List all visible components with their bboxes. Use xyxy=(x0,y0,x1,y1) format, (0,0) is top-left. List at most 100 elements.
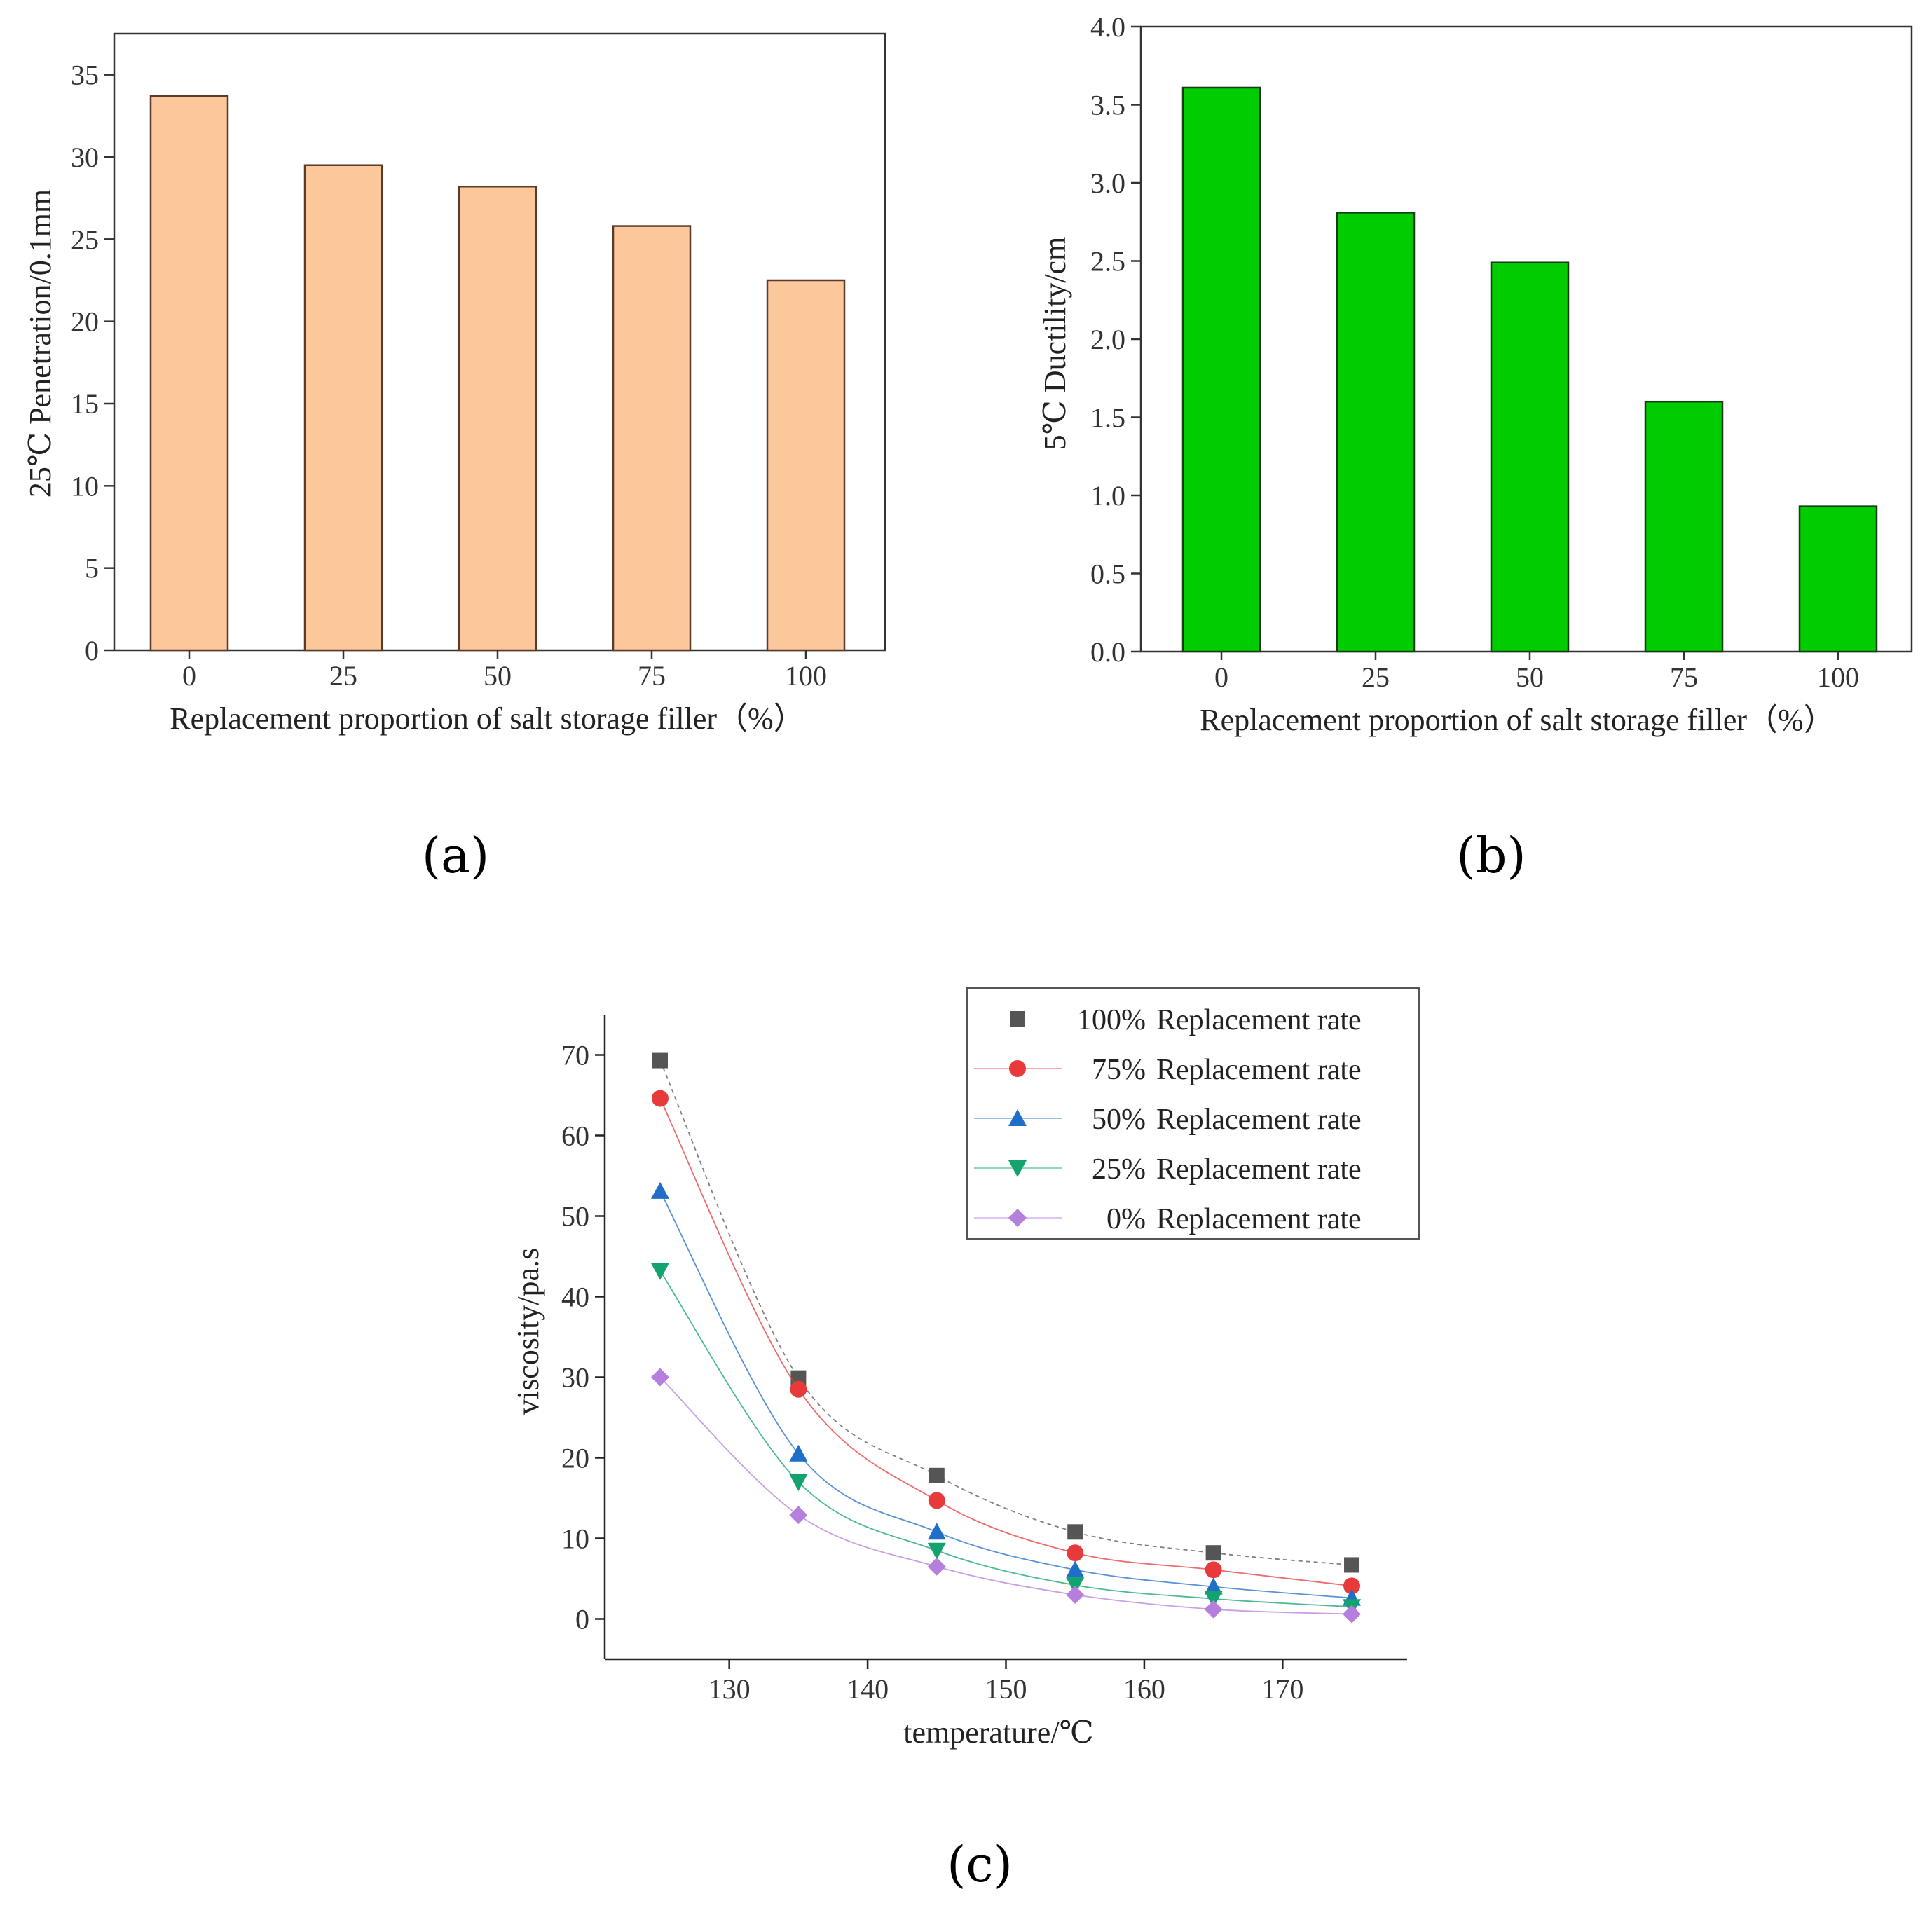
chart-c-y-tick-label: 10 xyxy=(561,1523,589,1555)
chart-c-series-line xyxy=(659,1270,1352,1608)
chart-c-legend-marker xyxy=(1010,1011,1025,1027)
chart-c-point xyxy=(1343,1577,1361,1595)
chart-c-x-tick-label: 170 xyxy=(1261,1673,1303,1705)
chart-b-y-tick-label: 1.5 xyxy=(1090,402,1125,434)
chart-c-legend-pct: 25% xyxy=(1092,1153,1146,1186)
chart-c-point xyxy=(1204,1600,1223,1619)
chart-c-x-tick-label: 130 xyxy=(708,1673,751,1705)
chart-a-y-tick-label: 15 xyxy=(71,388,99,420)
chart-c-legend-item: 25% Replacement rate xyxy=(974,1153,1362,1186)
chart-a-y-tick-label: 20 xyxy=(71,306,99,338)
chart-a-x-tick-label: 50 xyxy=(484,660,512,692)
chart-c-series xyxy=(650,1263,1362,1617)
chart-c-legend-marker xyxy=(1008,1109,1027,1126)
chart-b-bar xyxy=(1798,505,1878,653)
chart-c-legend-item: 75% Replacement rate xyxy=(974,1054,1362,1086)
chart-a-y-tick-label: 5 xyxy=(85,553,99,584)
chart-b-y-tick-label: 3.5 xyxy=(1090,90,1125,121)
chart-c-point xyxy=(1344,1557,1360,1573)
chart-c-y-tick-label: 40 xyxy=(561,1282,589,1313)
chart-c-legend-item: 0% Replacement rate xyxy=(974,1203,1362,1235)
chart-b-x-tick-label: 50 xyxy=(1516,661,1544,693)
chart-c-point xyxy=(650,1368,669,1387)
chart-b-x-tick-label: 0 xyxy=(1214,661,1228,693)
chart-b-x-tick-label: 100 xyxy=(1817,661,1859,693)
chart-c-y-tick-label: 50 xyxy=(561,1201,589,1233)
chart-b-plot-area: 0.0 0.5 1.0 1.5 2.0 2.5 3.0 3.5 4.0 0 25 50 75 100 xyxy=(1090,11,1913,693)
chart-c-x-tick-label: 160 xyxy=(1123,1673,1165,1705)
chart-b-y-tick-label: 0.0 xyxy=(1090,636,1125,668)
chart-c-point xyxy=(652,1052,668,1069)
chart-c-point xyxy=(651,1090,669,1107)
chart-b-y-axis-title: 5℃ Ductility/cm xyxy=(1038,237,1072,451)
chart-c-legend-item: 100% Replacement rate xyxy=(1010,1004,1362,1036)
chart-b-x-axis-title: Replacement proportion of salt storage f… xyxy=(1200,703,1834,737)
chart-a-y-tick-label: 25 xyxy=(71,224,99,255)
chart-c-point xyxy=(650,1181,669,1199)
chart-a-plot-area: 0 5 10 15 20 25 30 35 0 25 50 75 100 xyxy=(71,32,886,692)
chart-c-point xyxy=(650,1263,669,1280)
chart-a-x-tick-label: 75 xyxy=(638,660,666,692)
chart-c-point xyxy=(929,1467,945,1483)
chart-c-point xyxy=(790,1380,807,1398)
chart-b-y-tick-label: 2.0 xyxy=(1090,324,1125,355)
chart-a: 0 5 10 15 20 25 30 35 0 25 50 75 100 Replacement pro… xyxy=(23,32,886,736)
chart-c-legend-item: 50% Replacement rate xyxy=(974,1104,1362,1136)
chart-a-x-tick-label: 0 xyxy=(182,660,196,692)
chart-c-legend-box xyxy=(966,987,1420,1240)
chart-c-point xyxy=(789,1506,808,1525)
chart-c-legend-marker xyxy=(1008,1209,1027,1227)
chart-b-x-tick-label: 75 xyxy=(1670,661,1698,693)
chart-b-x-tick-label: 25 xyxy=(1362,661,1390,693)
chart-b-bar xyxy=(1490,261,1570,653)
chart-c-x-axis-title: temperature/℃ xyxy=(903,1715,1094,1750)
chart-a-x-tick-label: 100 xyxy=(785,660,827,692)
chart-c-point xyxy=(927,1542,946,1560)
chart-c-point xyxy=(1066,1586,1085,1604)
chart-c-point xyxy=(1067,1524,1083,1540)
chart-c-legend-pct: 75% xyxy=(1092,1054,1146,1086)
chart-a-y-axis-title: 25℃ Penetration/0.1mm xyxy=(23,189,57,497)
chart-c-legend-label: Replacement rate xyxy=(1156,1054,1362,1086)
chart-c-legend-pct: 0% xyxy=(1107,1203,1146,1235)
chart-c-series-line xyxy=(659,1376,1352,1615)
chart-b-y-tick-label: 2.5 xyxy=(1090,246,1125,277)
chart-a-y-tick-label: 35 xyxy=(71,60,99,91)
chart-c-point xyxy=(1204,1577,1223,1595)
chart-c-legend-label: Replacement rate xyxy=(1156,1153,1362,1186)
chart-c-plot-area: 0 10 20 30 40 50 60 70 130 140 150 160 170 xyxy=(561,1015,1407,1705)
chart-c-series-line xyxy=(659,1190,1352,1599)
chart-c-x-tick-label: 150 xyxy=(985,1673,1027,1705)
chart-c-point xyxy=(1066,1560,1085,1578)
chart-c-legend-pct: 100% xyxy=(1077,1004,1146,1036)
chart-c-point xyxy=(1205,1561,1222,1579)
chart-b-y-tick-label: 4.0 xyxy=(1090,11,1125,43)
chart-c-legend-label: Replacement rate xyxy=(1156,1104,1362,1136)
chart-c-y-tick-label: 0 xyxy=(575,1604,589,1635)
chart-c-point xyxy=(789,1444,808,1462)
chart-c: 0 10 20 30 40 50 60 70 130 140 150 160 170 temperatu… xyxy=(511,987,1420,1750)
chart-c-point xyxy=(927,1557,946,1576)
chart-c-legend-marker xyxy=(1008,1160,1027,1177)
chart-c-x-tick-label: 140 xyxy=(847,1673,889,1705)
chart-c-y-tick-label: 20 xyxy=(561,1443,589,1474)
chart-b: 0.0 0.5 1.0 1.5 2.0 2.5 3.0 3.5 4.0 0 25 50 75 100 Re… xyxy=(1038,11,1913,737)
chart-b-y-tick-label: 3.0 xyxy=(1090,167,1125,199)
chart-c-point xyxy=(1067,1544,1084,1562)
chart-a-y-tick-label: 0 xyxy=(85,635,99,666)
chart-b-bar xyxy=(1336,212,1416,653)
panel-label-c: (c) xyxy=(947,1836,1013,1893)
chart-b-bar xyxy=(1644,400,1724,653)
chart-c-legend-marker xyxy=(1009,1060,1026,1077)
panel-label-b: (b) xyxy=(1456,827,1526,884)
chart-c-point xyxy=(1205,1545,1221,1561)
chart-b-bar xyxy=(1181,86,1261,653)
chart-c-series xyxy=(651,1090,1361,1595)
chart-a-bar xyxy=(303,164,383,652)
chart-c-y-tick-label: 30 xyxy=(561,1362,589,1394)
chart-a-bar xyxy=(458,185,537,652)
chart-c-point xyxy=(1204,1591,1223,1608)
chart-a-y-tick-label: 10 xyxy=(71,470,99,502)
panel-label-a: (a) xyxy=(422,827,489,884)
